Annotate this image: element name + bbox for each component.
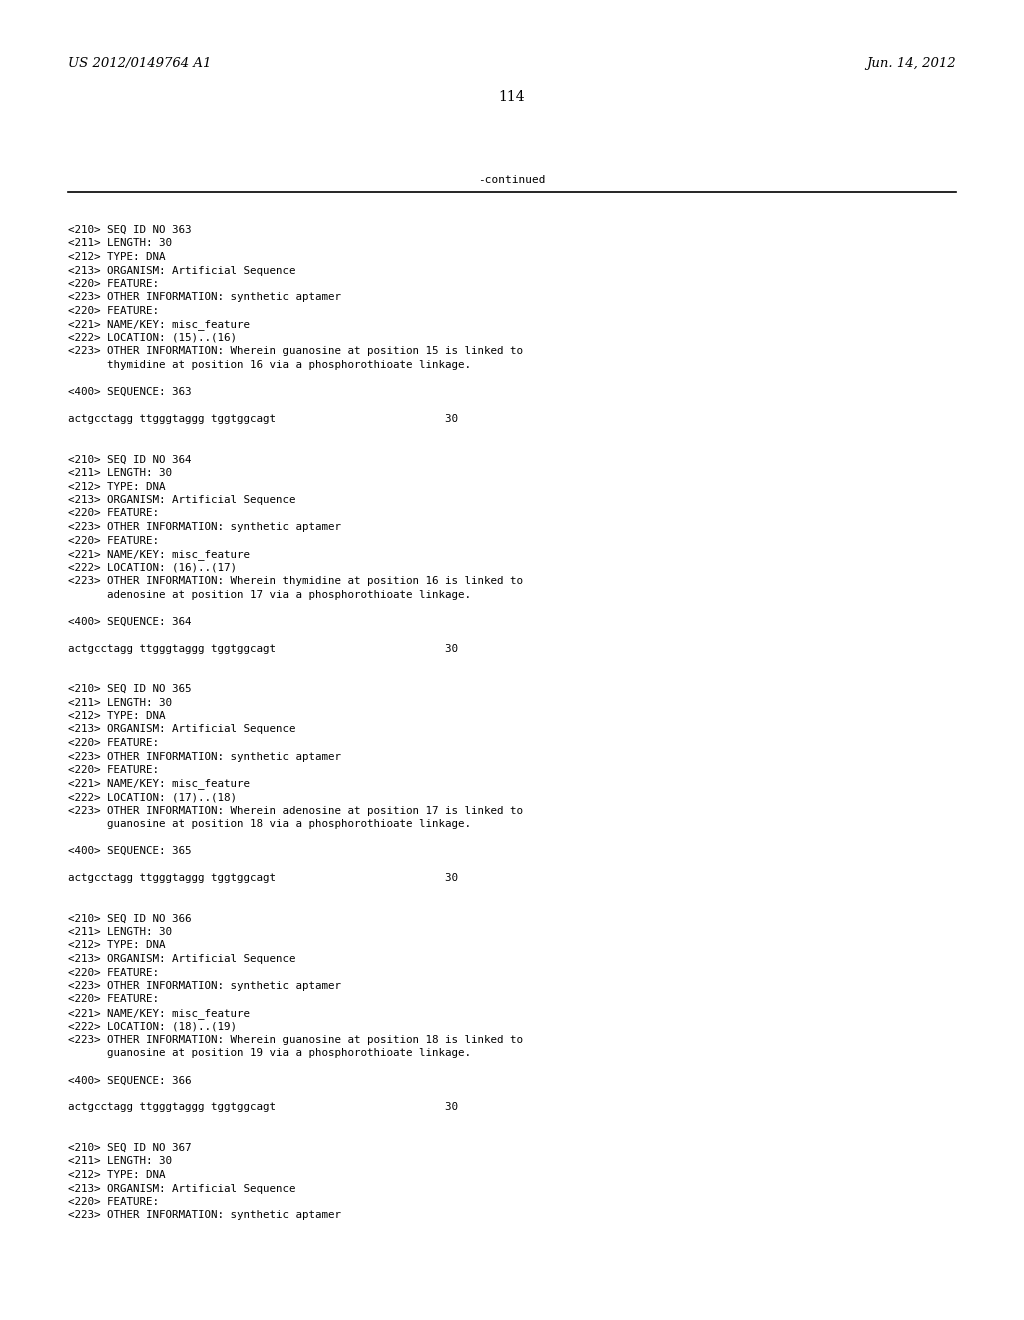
Text: <211> LENGTH: 30: <211> LENGTH: 30 [68, 697, 172, 708]
Text: <221> NAME/KEY: misc_feature: <221> NAME/KEY: misc_feature [68, 1008, 250, 1019]
Text: <220> FEATURE:: <220> FEATURE: [68, 1197, 159, 1206]
Text: actgcctagg ttgggtaggg tggtggcagt                          30: actgcctagg ttgggtaggg tggtggcagt 30 [68, 414, 458, 424]
Text: <220> FEATURE:: <220> FEATURE: [68, 766, 159, 775]
Text: <222> LOCATION: (17)..(18): <222> LOCATION: (17)..(18) [68, 792, 237, 803]
Text: actgcctagg ttgggtaggg tggtggcagt                          30: actgcctagg ttgggtaggg tggtggcagt 30 [68, 644, 458, 653]
Text: <210> SEQ ID NO 367: <210> SEQ ID NO 367 [68, 1143, 191, 1152]
Text: adenosine at position 17 via a phosphorothioate linkage.: adenosine at position 17 via a phosphoro… [68, 590, 471, 599]
Text: Jun. 14, 2012: Jun. 14, 2012 [866, 57, 956, 70]
Text: <220> FEATURE:: <220> FEATURE: [68, 994, 159, 1005]
Text: <400> SEQUENCE: 366: <400> SEQUENCE: 366 [68, 1076, 191, 1085]
Text: <220> FEATURE:: <220> FEATURE: [68, 738, 159, 748]
Text: <212> TYPE: DNA: <212> TYPE: DNA [68, 711, 166, 721]
Text: <221> NAME/KEY: misc_feature: <221> NAME/KEY: misc_feature [68, 319, 250, 330]
Text: <213> ORGANISM: Artificial Sequence: <213> ORGANISM: Artificial Sequence [68, 725, 296, 734]
Text: -continued: -continued [478, 176, 546, 185]
Text: <223> OTHER INFORMATION: Wherein thymidine at position 16 is linked to: <223> OTHER INFORMATION: Wherein thymidi… [68, 576, 523, 586]
Text: <212> TYPE: DNA: <212> TYPE: DNA [68, 252, 166, 261]
Text: <221> NAME/KEY: misc_feature: <221> NAME/KEY: misc_feature [68, 779, 250, 789]
Text: US 2012/0149764 A1: US 2012/0149764 A1 [68, 57, 211, 70]
Text: <400> SEQUENCE: 363: <400> SEQUENCE: 363 [68, 387, 191, 397]
Text: <222> LOCATION: (18)..(19): <222> LOCATION: (18)..(19) [68, 1022, 237, 1031]
Text: actgcctagg ttgggtaggg tggtggcagt                          30: actgcctagg ttgggtaggg tggtggcagt 30 [68, 1102, 458, 1113]
Text: <223> OTHER INFORMATION: synthetic aptamer: <223> OTHER INFORMATION: synthetic aptam… [68, 293, 341, 302]
Text: <222> LOCATION: (16)..(17): <222> LOCATION: (16)..(17) [68, 562, 237, 573]
Text: <211> LENGTH: 30: <211> LENGTH: 30 [68, 927, 172, 937]
Text: <221> NAME/KEY: misc_feature: <221> NAME/KEY: misc_feature [68, 549, 250, 560]
Text: <212> TYPE: DNA: <212> TYPE: DNA [68, 940, 166, 950]
Text: <210> SEQ ID NO 366: <210> SEQ ID NO 366 [68, 913, 191, 924]
Text: <222> LOCATION: (15)..(16): <222> LOCATION: (15)..(16) [68, 333, 237, 343]
Text: <211> LENGTH: 30: <211> LENGTH: 30 [68, 239, 172, 248]
Text: <213> ORGANISM: Artificial Sequence: <213> ORGANISM: Artificial Sequence [68, 265, 296, 276]
Text: <210> SEQ ID NO 364: <210> SEQ ID NO 364 [68, 454, 191, 465]
Text: guanosine at position 19 via a phosphorothioate linkage.: guanosine at position 19 via a phosphoro… [68, 1048, 471, 1059]
Text: <211> LENGTH: 30: <211> LENGTH: 30 [68, 1156, 172, 1167]
Text: guanosine at position 18 via a phosphorothioate linkage.: guanosine at position 18 via a phosphoro… [68, 818, 471, 829]
Text: <212> TYPE: DNA: <212> TYPE: DNA [68, 482, 166, 491]
Text: actgcctagg ttgggtaggg tggtggcagt                          30: actgcctagg ttgggtaggg tggtggcagt 30 [68, 873, 458, 883]
Text: <223> OTHER INFORMATION: synthetic aptamer: <223> OTHER INFORMATION: synthetic aptam… [68, 751, 341, 762]
Text: <400> SEQUENCE: 364: <400> SEQUENCE: 364 [68, 616, 191, 627]
Text: <223> OTHER INFORMATION: synthetic aptamer: <223> OTHER INFORMATION: synthetic aptam… [68, 1210, 341, 1221]
Text: thymidine at position 16 via a phosphorothioate linkage.: thymidine at position 16 via a phosphoro… [68, 360, 471, 370]
Text: <213> ORGANISM: Artificial Sequence: <213> ORGANISM: Artificial Sequence [68, 954, 296, 964]
Text: <220> FEATURE:: <220> FEATURE: [68, 508, 159, 519]
Text: <210> SEQ ID NO 365: <210> SEQ ID NO 365 [68, 684, 191, 694]
Text: <220> FEATURE:: <220> FEATURE: [68, 968, 159, 978]
Text: <212> TYPE: DNA: <212> TYPE: DNA [68, 1170, 166, 1180]
Text: <220> FEATURE:: <220> FEATURE: [68, 306, 159, 315]
Text: <213> ORGANISM: Artificial Sequence: <213> ORGANISM: Artificial Sequence [68, 495, 296, 506]
Text: <220> FEATURE:: <220> FEATURE: [68, 536, 159, 545]
Text: <223> OTHER INFORMATION: Wherein guanosine at position 15 is linked to: <223> OTHER INFORMATION: Wherein guanosi… [68, 346, 523, 356]
Text: <211> LENGTH: 30: <211> LENGTH: 30 [68, 469, 172, 478]
Text: <400> SEQUENCE: 365: <400> SEQUENCE: 365 [68, 846, 191, 855]
Text: <223> OTHER INFORMATION: synthetic aptamer: <223> OTHER INFORMATION: synthetic aptam… [68, 521, 341, 532]
Text: <223> OTHER INFORMATION: Wherein guanosine at position 18 is linked to: <223> OTHER INFORMATION: Wherein guanosi… [68, 1035, 523, 1045]
Text: <223> OTHER INFORMATION: synthetic aptamer: <223> OTHER INFORMATION: synthetic aptam… [68, 981, 341, 991]
Text: <220> FEATURE:: <220> FEATURE: [68, 279, 159, 289]
Text: 114: 114 [499, 90, 525, 104]
Text: <210> SEQ ID NO 363: <210> SEQ ID NO 363 [68, 224, 191, 235]
Text: <223> OTHER INFORMATION: Wherein adenosine at position 17 is linked to: <223> OTHER INFORMATION: Wherein adenosi… [68, 805, 523, 816]
Text: <213> ORGANISM: Artificial Sequence: <213> ORGANISM: Artificial Sequence [68, 1184, 296, 1193]
